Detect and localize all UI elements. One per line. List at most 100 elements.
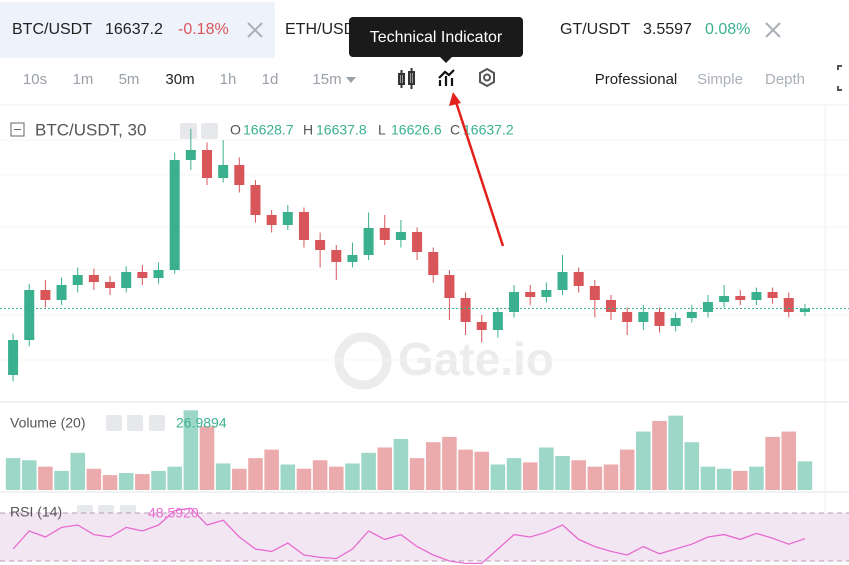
volume-bar xyxy=(280,464,296,490)
ohlc-value: 16637.2 xyxy=(463,122,514,138)
tab-close[interactable] xyxy=(247,22,263,38)
candle-body xyxy=(735,296,746,300)
volume-bar xyxy=(199,426,215,490)
settings-icon[interactable] xyxy=(479,67,495,88)
candle-body xyxy=(105,282,116,288)
candle-body xyxy=(444,275,455,298)
rsi-value: 48.5920 xyxy=(148,505,199,521)
volume-bar xyxy=(781,431,797,490)
volume-bar xyxy=(312,460,328,490)
ohlc-label: C xyxy=(450,122,460,138)
candle-body xyxy=(266,215,277,225)
interval-option[interactable]: 1d xyxy=(262,71,279,88)
tooltip-pointer xyxy=(440,57,452,63)
interval-option[interactable]: 10s xyxy=(23,71,47,88)
candle-body xyxy=(234,165,245,185)
volume-bar xyxy=(361,452,376,490)
tab-price: 16637.2 xyxy=(105,21,163,38)
volume-bar xyxy=(5,458,21,490)
candle-body xyxy=(315,240,326,250)
candle-body xyxy=(8,340,19,375)
active-tab-bg xyxy=(0,2,275,58)
candle-body xyxy=(137,272,148,278)
volume-bar xyxy=(21,460,37,490)
candle-body xyxy=(751,292,762,300)
tab-close[interactable] xyxy=(765,22,781,38)
rsi-label: RSI (14) xyxy=(10,504,62,520)
tooltip xyxy=(349,17,523,57)
volume-bar xyxy=(296,468,312,490)
candle-body xyxy=(557,272,568,290)
candle-body xyxy=(412,232,423,252)
gear-button[interactable] xyxy=(201,123,218,139)
candle-body xyxy=(654,312,665,326)
tooltip-text: Technical Indicator xyxy=(370,29,503,46)
fullscreen-icon[interactable] xyxy=(837,65,842,91)
view-option[interactable]: Depth xyxy=(765,71,805,88)
volume-label: Volume (20) xyxy=(10,415,85,431)
candle-body xyxy=(347,255,358,262)
eye-button[interactable] xyxy=(180,123,197,139)
tab-pair[interactable]: ETH/USDT xyxy=(285,21,365,38)
interval-option[interactable]: 1m xyxy=(73,71,94,88)
volume-bar xyxy=(151,470,166,490)
volume-bar xyxy=(135,474,150,490)
volume-bar xyxy=(797,461,813,490)
plot-layer: BTC/USDT 16637.2 -0.18% ETH/USDT GT/USDT 3.55… xyxy=(0,21,849,565)
volume-bar xyxy=(70,452,85,490)
ohlc-value: 16628.7 xyxy=(243,122,294,138)
volume-bar xyxy=(442,436,457,490)
indicator-icon[interactable] xyxy=(438,69,455,86)
candle-body xyxy=(525,292,536,297)
tab-pair[interactable]: BTC/USDT xyxy=(12,21,92,38)
candle-body xyxy=(56,285,67,300)
view-option[interactable]: Simple xyxy=(697,71,743,88)
candle-body xyxy=(622,312,633,322)
volume-bar xyxy=(458,449,473,490)
annotation-arrow xyxy=(454,101,505,247)
candle-body xyxy=(476,322,487,330)
candle-body xyxy=(541,290,552,297)
candle-body xyxy=(24,290,35,340)
volume-bar xyxy=(555,456,570,490)
interval-option[interactable]: 5m xyxy=(119,71,140,88)
tab-pair[interactable]: GT/USDT xyxy=(560,21,630,38)
annotation-arrowhead xyxy=(449,92,461,106)
volume-value: 26.9894 xyxy=(176,415,227,431)
volume-bar xyxy=(409,458,425,490)
candle-body xyxy=(460,298,471,322)
candle-body xyxy=(218,165,229,178)
candle-body xyxy=(363,228,374,255)
symbol-label: BTC/USDT, 30 xyxy=(35,120,146,139)
volume-buttons[interactable] xyxy=(106,415,165,431)
candle-type-icon[interactable] xyxy=(398,68,415,89)
settings-icon-dot xyxy=(483,73,491,82)
watermark: Gate.io xyxy=(398,333,554,385)
volume-bar xyxy=(619,449,635,490)
candle-body xyxy=(185,150,196,160)
interval-menu[interactable]: 15m xyxy=(312,71,341,88)
candle-body xyxy=(298,212,309,240)
volume-bar xyxy=(329,466,344,490)
rsi-band xyxy=(0,513,849,561)
volume-bar xyxy=(765,436,780,490)
candle-body xyxy=(719,296,730,302)
collapse-icon[interactable] xyxy=(10,122,25,137)
candle-body xyxy=(250,185,261,215)
interval-option[interactable]: 1h xyxy=(220,71,237,88)
volume-bar xyxy=(86,468,102,490)
volume-bar xyxy=(636,431,651,490)
volume-bar xyxy=(232,468,247,490)
rsi-line xyxy=(12,507,806,565)
candle-body xyxy=(783,298,794,312)
interval-option[interactable]: 30m xyxy=(165,71,194,88)
volume-bar xyxy=(377,447,393,490)
volume-bar xyxy=(506,458,522,490)
volume-bar xyxy=(603,464,619,490)
candle-body xyxy=(589,286,600,300)
view-option[interactable]: Professional xyxy=(595,71,678,88)
volume-bar xyxy=(716,468,732,490)
candle-body xyxy=(379,228,390,240)
volume-bar xyxy=(167,466,182,490)
